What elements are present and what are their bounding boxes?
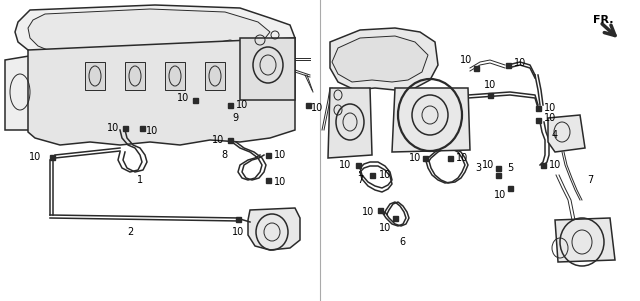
Bar bbox=[422, 156, 428, 160]
Text: 10: 10 bbox=[29, 152, 41, 162]
Text: 10: 10 bbox=[484, 80, 496, 90]
Text: 10: 10 bbox=[274, 177, 286, 187]
Bar bbox=[495, 166, 500, 170]
Bar bbox=[488, 92, 493, 98]
Text: 4: 4 bbox=[552, 130, 558, 140]
Bar bbox=[541, 163, 545, 167]
Bar bbox=[227, 103, 232, 107]
Bar bbox=[369, 172, 374, 178]
Text: 10: 10 bbox=[146, 126, 158, 136]
Polygon shape bbox=[248, 208, 300, 250]
Polygon shape bbox=[205, 62, 225, 90]
Polygon shape bbox=[28, 38, 295, 145]
Text: 10: 10 bbox=[514, 58, 526, 68]
Bar bbox=[140, 126, 145, 131]
Text: 2: 2 bbox=[127, 227, 133, 237]
Text: FR.: FR. bbox=[593, 15, 614, 25]
Text: 10: 10 bbox=[494, 190, 506, 200]
Text: 10: 10 bbox=[549, 160, 561, 170]
Bar bbox=[447, 156, 452, 160]
Text: 9: 9 bbox=[232, 113, 238, 123]
Text: 8: 8 bbox=[221, 150, 227, 160]
Text: 10: 10 bbox=[274, 150, 286, 160]
Bar bbox=[536, 105, 541, 110]
Text: 7: 7 bbox=[357, 175, 363, 185]
Bar bbox=[49, 154, 54, 160]
Text: 10: 10 bbox=[544, 113, 556, 123]
Text: 10: 10 bbox=[236, 100, 248, 110]
Bar bbox=[122, 126, 127, 131]
Text: 10: 10 bbox=[544, 103, 556, 113]
Polygon shape bbox=[85, 62, 105, 90]
Bar bbox=[506, 63, 511, 67]
Polygon shape bbox=[392, 88, 470, 152]
Text: 10: 10 bbox=[379, 170, 391, 180]
Text: 1: 1 bbox=[137, 175, 143, 185]
Text: 10: 10 bbox=[482, 160, 494, 170]
Bar bbox=[508, 185, 513, 191]
Polygon shape bbox=[330, 28, 438, 90]
Bar bbox=[355, 163, 360, 167]
Polygon shape bbox=[332, 36, 428, 82]
Bar bbox=[392, 216, 397, 221]
Polygon shape bbox=[165, 62, 185, 90]
Bar bbox=[305, 103, 310, 107]
Text: 10: 10 bbox=[212, 135, 224, 145]
Bar bbox=[495, 172, 500, 178]
Text: 10: 10 bbox=[409, 153, 421, 163]
Polygon shape bbox=[15, 5, 295, 66]
Text: 10: 10 bbox=[379, 223, 391, 233]
Bar bbox=[266, 178, 271, 182]
Polygon shape bbox=[5, 55, 35, 130]
Bar bbox=[474, 66, 479, 70]
Text: 10: 10 bbox=[362, 207, 374, 217]
Bar bbox=[193, 98, 198, 103]
Polygon shape bbox=[548, 115, 585, 152]
Bar bbox=[236, 216, 241, 222]
Text: 3: 3 bbox=[475, 163, 481, 173]
Polygon shape bbox=[240, 38, 295, 100]
Bar bbox=[266, 153, 271, 157]
Polygon shape bbox=[328, 88, 372, 158]
Text: 7: 7 bbox=[587, 175, 593, 185]
Text: 5: 5 bbox=[507, 163, 513, 173]
Text: 10: 10 bbox=[107, 123, 119, 133]
Polygon shape bbox=[125, 62, 145, 90]
Bar bbox=[227, 138, 232, 142]
Text: 10: 10 bbox=[460, 55, 472, 65]
Text: 10: 10 bbox=[339, 160, 351, 170]
Bar bbox=[378, 207, 383, 213]
Text: 10: 10 bbox=[311, 103, 323, 113]
Text: 6: 6 bbox=[399, 237, 405, 247]
Text: 10: 10 bbox=[177, 93, 189, 103]
Polygon shape bbox=[555, 218, 615, 262]
Text: 10: 10 bbox=[456, 153, 468, 163]
Text: 10: 10 bbox=[232, 227, 244, 237]
Polygon shape bbox=[28, 9, 270, 57]
Bar bbox=[536, 117, 541, 123]
